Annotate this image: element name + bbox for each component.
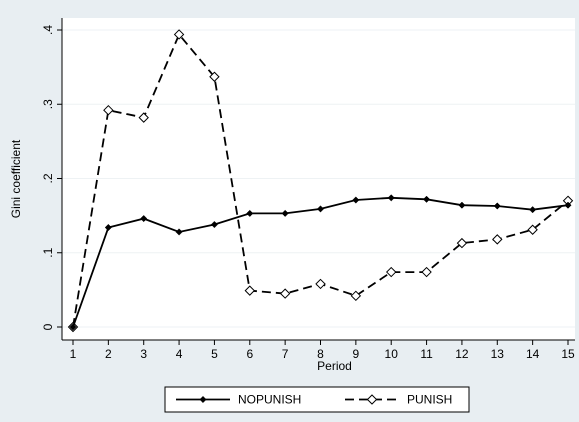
y-tick-label: .4 (41, 25, 55, 35)
data-point-punish (173, 29, 185, 40)
x-tick-label: 7 (282, 347, 289, 361)
data-point-nopunish (281, 209, 289, 217)
legend: NOPUNISH PUNISH (164, 386, 470, 413)
data-point-punish (209, 71, 220, 82)
data-point-punish (456, 237, 468, 249)
data-point-nopunish (458, 201, 466, 209)
data-point-nopunish (104, 223, 112, 232)
data-point-nopunish (69, 323, 77, 331)
legend-marker-nopunish (199, 395, 207, 404)
y-axis-ticks: 0 .1 .2 .3 .4 (41, 25, 62, 330)
x-tick-label: 6 (246, 347, 253, 361)
data-point-punish (244, 285, 255, 296)
series-nopunish (69, 194, 572, 331)
x-tick-label: 14 (526, 347, 540, 361)
y-axis-title: Gini coefficient (9, 139, 23, 218)
data-point-punish (421, 266, 432, 278)
x-tick-label: 2 (105, 347, 112, 361)
x-tick-label: 13 (491, 347, 505, 361)
x-tick-label: 5 (211, 347, 218, 361)
y-tick-label: .3 (41, 99, 55, 109)
data-point-punish (492, 234, 503, 245)
x-tick-label: 15 (561, 347, 575, 361)
data-point-nopunish (140, 215, 148, 223)
legend-sample-punish (345, 394, 400, 405)
x-tick-label: 9 (353, 347, 360, 361)
data-point-punish (138, 112, 149, 123)
legend-label-punish: PUNISH (407, 393, 452, 407)
legend-sample-nopunish (176, 395, 230, 404)
y-tick-label: .1 (41, 247, 55, 257)
data-point-nopunish (175, 228, 183, 236)
data-point-punish (527, 224, 538, 235)
x-tick-label: 8 (317, 347, 324, 361)
data-point-nopunish (210, 220, 218, 229)
data-point-nopunish (529, 206, 537, 214)
data-point-nopunish (493, 202, 501, 210)
data-point-nopunish (316, 205, 325, 213)
data-point-nopunish (564, 201, 572, 209)
x-tick-label: 4 (176, 347, 183, 361)
data-point-nopunish (352, 196, 360, 204)
grid-lines (62, 29, 575, 328)
y-tick-label: 0 (41, 323, 55, 330)
legend-label-nopunish: NOPUNISH (238, 393, 301, 407)
series-punish (67, 29, 574, 333)
series-layer (67, 29, 574, 333)
data-point-punish (279, 288, 291, 299)
x-tick-label: 11 (420, 347, 433, 361)
data-point-punish (386, 266, 397, 278)
data-point-nopunish (246, 209, 254, 217)
x-axis-title: Period (317, 359, 352, 373)
x-tick-label: 12 (455, 347, 469, 361)
x-tick-label: 3 (140, 347, 147, 361)
data-point-nopunish (423, 195, 431, 203)
x-tick-label: 1 (70, 347, 77, 361)
x-tick-label: 10 (385, 347, 399, 361)
y-tick-label: .2 (41, 173, 55, 183)
legend-marker-punish (366, 394, 378, 405)
data-point-punish (350, 290, 362, 302)
x-axis-ticks: 1 2 3 4 5 6 7 8 9 10 11 12 13 14 15 (70, 340, 575, 361)
data-point-punish (315, 278, 326, 290)
data-point-punish (103, 104, 114, 116)
data-point-nopunish (387, 194, 395, 202)
